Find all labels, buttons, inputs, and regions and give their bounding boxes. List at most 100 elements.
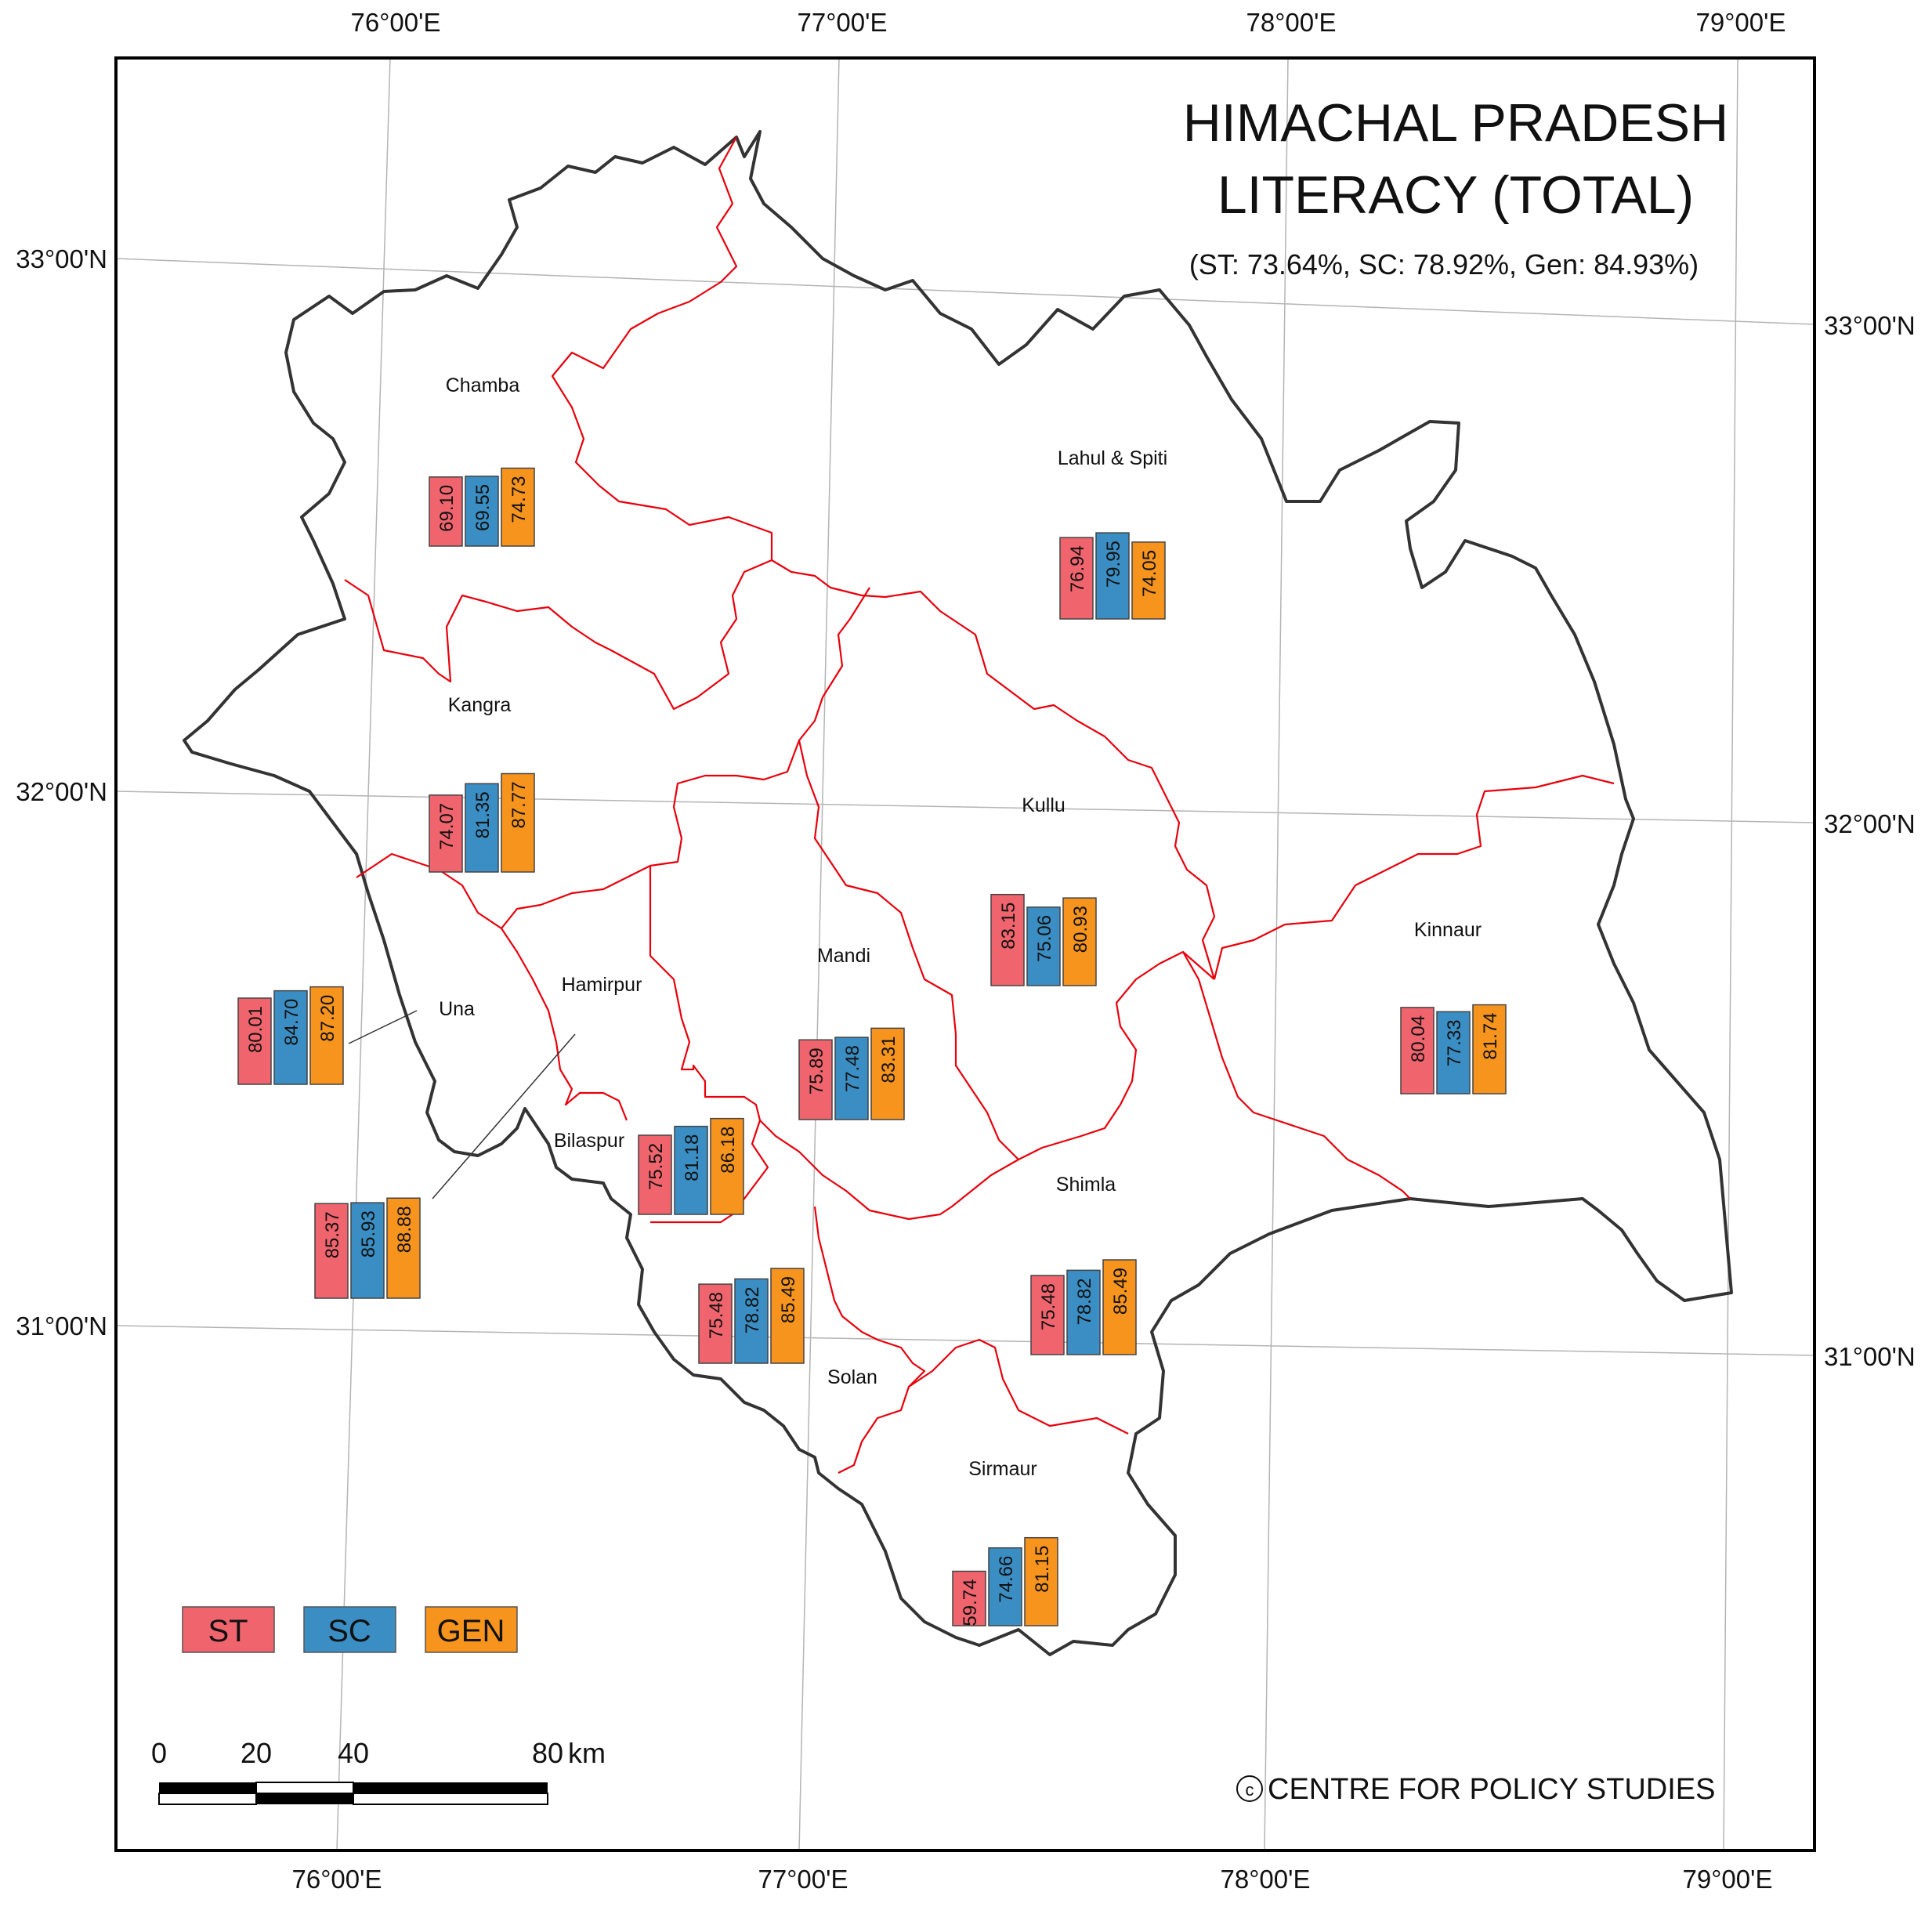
legend-sc-swatch: [303, 1606, 396, 1653]
bar-kangra-sc: [465, 783, 499, 873]
bar-chart-una: 80.01 84.70 87.20: [237, 986, 344, 1085]
legend-gen-swatch: [425, 1606, 518, 1653]
bar-sirmaur-sc: [988, 1547, 1022, 1626]
bar-shimla-sc: [1066, 1269, 1101, 1355]
bar-value-solan-sc: 78.82: [742, 1286, 763, 1333]
kullu-shimla-boundary: [1018, 950, 1215, 1160]
district-label-hamirpur: Hamirpur: [562, 974, 642, 996]
district-boundaries: [344, 136, 1615, 1474]
bar-value-sirmaur-st: 59.74: [960, 1579, 981, 1626]
bar-value-kinnaur-sc: 77.33: [1444, 1019, 1465, 1066]
bar-lahul-spiti-gen: [1131, 541, 1166, 620]
meridian-79: [1723, 57, 1738, 1851]
bar-una-gen: [309, 986, 344, 1085]
bar-kinnaur-gen: [1472, 1004, 1507, 1094]
right-lat-label-32: 32°00'N: [1824, 809, 1916, 838]
legend-gen-label: GEN: [437, 1614, 505, 1648]
bar-value-mandi-sc: 77.48: [842, 1045, 863, 1092]
bar-chart-shimla: 75.48 78.82 85.49: [1030, 1259, 1137, 1355]
scale-label-80: 80: [532, 1737, 563, 1769]
bar-value-kullu-st: 83.15: [998, 903, 1019, 950]
bar-kullu-st: [990, 893, 1025, 986]
bar-value-solan-gen: 85.49: [778, 1276, 799, 1323]
bar-mandi-st: [798, 1039, 833, 1120]
bar-value-kinnaur-gen: 81.74: [1480, 1013, 1501, 1060]
kullu-mandi-boundary: [798, 740, 1019, 1160]
bar-bilaspur-st: [638, 1134, 672, 1215]
district-label-chamba: Chamba: [446, 374, 520, 396]
graticule-labels: 76°00'E 77°00'E 78°00'E 79°00'E 76°00'E …: [16, 8, 1916, 1894]
district-label-kangra: Kangra: [448, 694, 512, 716]
bar-lahul-spiti-st: [1059, 537, 1094, 620]
graticule-lines: [115, 57, 1815, 1851]
bar-shimla-gen: [1102, 1259, 1137, 1355]
bar-kangra-gen: [501, 772, 535, 873]
bar-value-mandi-st: 75.89: [806, 1047, 827, 1094]
kangra-kullu-boundary: [356, 587, 870, 930]
district-bar-charts: 69.10 69.55 74.73 76.94 79.95 74.05 74.07 81.35…: [237, 467, 1507, 1626]
bar-value-shimla-sc: 78.82: [1074, 1278, 1095, 1325]
lahul-kinnaur-boundary: [1213, 774, 1615, 980]
district-label-kullu: Kullu: [1022, 794, 1065, 816]
bar-shimla-st: [1030, 1275, 1065, 1355]
scale-segment-2: [255, 1782, 354, 1794]
lahul-kullu-boundary: [771, 559, 1216, 980]
bar-value-kangra-st: 74.07: [436, 803, 458, 850]
legend-st-label: ST: [208, 1614, 248, 1648]
bar-value-hamirpur-gen: 88.88: [394, 1206, 415, 1253]
title-line-2: LITERACY (TOTAL): [1217, 165, 1694, 225]
scale-unit: km: [568, 1737, 606, 1769]
bar-value-kullu-gen: 80.93: [1070, 906, 1091, 953]
bar-chart-kangra: 74.07 81.35 87.77: [429, 772, 535, 873]
bar-chamba-st: [429, 476, 463, 547]
title-subtitle: (ST: 73.64%, SC: 78.92%, Gen: 84.93%): [1189, 248, 1699, 280]
bar-una-sc: [273, 990, 308, 1085]
bar-value-chamba-gen: 74.73: [508, 476, 530, 523]
bar-sirmaur-gen: [1024, 1536, 1058, 1626]
bar-value-sirmaur-sc: 74.66: [996, 1556, 1017, 1603]
scale-segment-1: [159, 1782, 256, 1793]
bottom-lon-label-77: 77°00'E: [758, 1865, 848, 1894]
bar-mandi-gen: [870, 1027, 905, 1120]
state-boundary: [183, 130, 1733, 1656]
left-lat-label-31: 31°00'N: [16, 1312, 107, 1341]
bar-chart-solan: 75.48 78.82 85.49: [698, 1268, 805, 1364]
solan-boundary: [813, 1206, 926, 1474]
credit: c CENTRE FOR POLICY STUDIES: [1236, 1773, 1716, 1806]
right-lat-label-33: 33°00'N: [1824, 311, 1916, 340]
bar-una-st: [237, 997, 272, 1085]
bar-value-shimla-st: 75.48: [1038, 1283, 1059, 1330]
bar-sirmaur-st: [952, 1570, 986, 1626]
bar-value-mandi-gen: 83.31: [878, 1036, 899, 1083]
title-line-1: HIMACHAL PRADESH: [1183, 93, 1729, 153]
district-label-kinnaur: Kinnaur: [1414, 919, 1482, 941]
scale-label-40: 40: [338, 1737, 369, 1769]
bar-value-bilaspur-gen: 86.18: [718, 1127, 739, 1174]
bar-value-shimla-gen: 85.49: [1110, 1268, 1131, 1315]
bar-bilaspur-gen: [710, 1117, 744, 1215]
district-labels: Chamba Lahul & Spiti Kangra Kullu Kinnaur Una…: [439, 374, 1482, 1480]
bar-kullu-gen: [1062, 897, 1097, 986]
district-label-mandi: Mandi: [817, 945, 870, 967]
bar-chart-hamirpur: 85.37 85.93 88.88: [314, 1197, 421, 1299]
left-lat-label-32: 32°00'N: [16, 777, 107, 806]
district-label-una: Una: [439, 998, 475, 1020]
bar-kinnaur-sc: [1436, 1011, 1471, 1094]
bar-chart-lahul-spiti: 76.94 79.95 74.05: [1059, 532, 1166, 620]
parallel-33: [115, 258, 1815, 325]
district-label-sirmaur: Sirmaur: [968, 1458, 1037, 1480]
bar-lahul-spiti-sc: [1095, 532, 1130, 620]
bar-value-kangra-sc: 81.35: [472, 791, 494, 838]
district-label-solan: Solan: [827, 1366, 877, 1388]
bar-value-hamirpur-st: 85.37: [322, 1211, 343, 1258]
bar-hamirpur-st: [314, 1203, 349, 1299]
una-leader-line: [348, 1010, 418, 1044]
bar-chart-sirmaur: 59.74 74.66 81.15: [952, 1536, 1058, 1626]
parallel-32: [115, 791, 1815, 823]
hamirpur-leader-line: [432, 1033, 576, 1199]
bar-value-bilaspur-st: 75.52: [646, 1143, 667, 1190]
right-lat-label-31: 31°00'N: [1824, 1342, 1916, 1371]
top-lon-label-79: 79°00'E: [1696, 8, 1786, 37]
bar-value-kinnaur-st: 80.04: [1408, 1015, 1429, 1062]
